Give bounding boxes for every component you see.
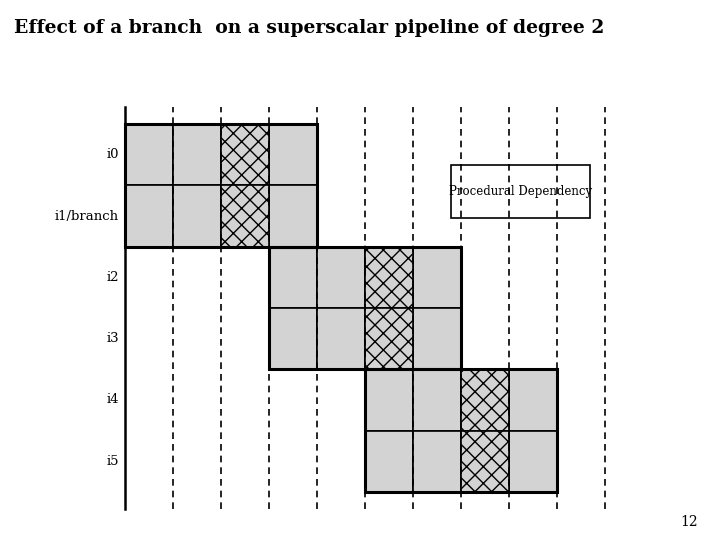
Bar [220, 124, 269, 185]
Bar [220, 185, 269, 247]
Bar [317, 247, 364, 308]
Text: 12: 12 [681, 515, 698, 529]
Text: i1/branch: i1/branch [55, 210, 119, 222]
Text: i3: i3 [107, 332, 119, 345]
Bar [508, 369, 557, 430]
Text: Effect of a branch  on a superscalar pipeline of degree 2: Effect of a branch on a superscalar pipe… [14, 19, 605, 37]
Bar [461, 430, 508, 492]
Bar [269, 308, 317, 369]
Bar [173, 185, 220, 247]
Bar [413, 369, 461, 430]
Bar [317, 308, 364, 369]
Bar [413, 430, 461, 492]
Text: Procedural Dependency: Procedural Dependency [449, 185, 592, 198]
Bar [269, 124, 317, 185]
Text: i4: i4 [107, 394, 119, 407]
Bar [364, 247, 413, 308]
Bar [461, 369, 508, 430]
Bar [269, 185, 317, 247]
Text: i0: i0 [107, 148, 119, 161]
Bar [508, 430, 557, 492]
Bar [173, 124, 220, 185]
Bar [269, 247, 461, 369]
Text: i2: i2 [107, 271, 119, 284]
Bar [364, 369, 413, 430]
Bar [451, 165, 590, 218]
Bar [364, 308, 413, 369]
Bar [125, 124, 173, 185]
Bar [413, 247, 461, 308]
Bar [125, 185, 173, 247]
Text: i5: i5 [107, 455, 119, 468]
Bar [269, 247, 317, 308]
Bar [125, 124, 317, 247]
Bar [364, 369, 557, 492]
Bar [413, 308, 461, 369]
Bar [364, 430, 413, 492]
